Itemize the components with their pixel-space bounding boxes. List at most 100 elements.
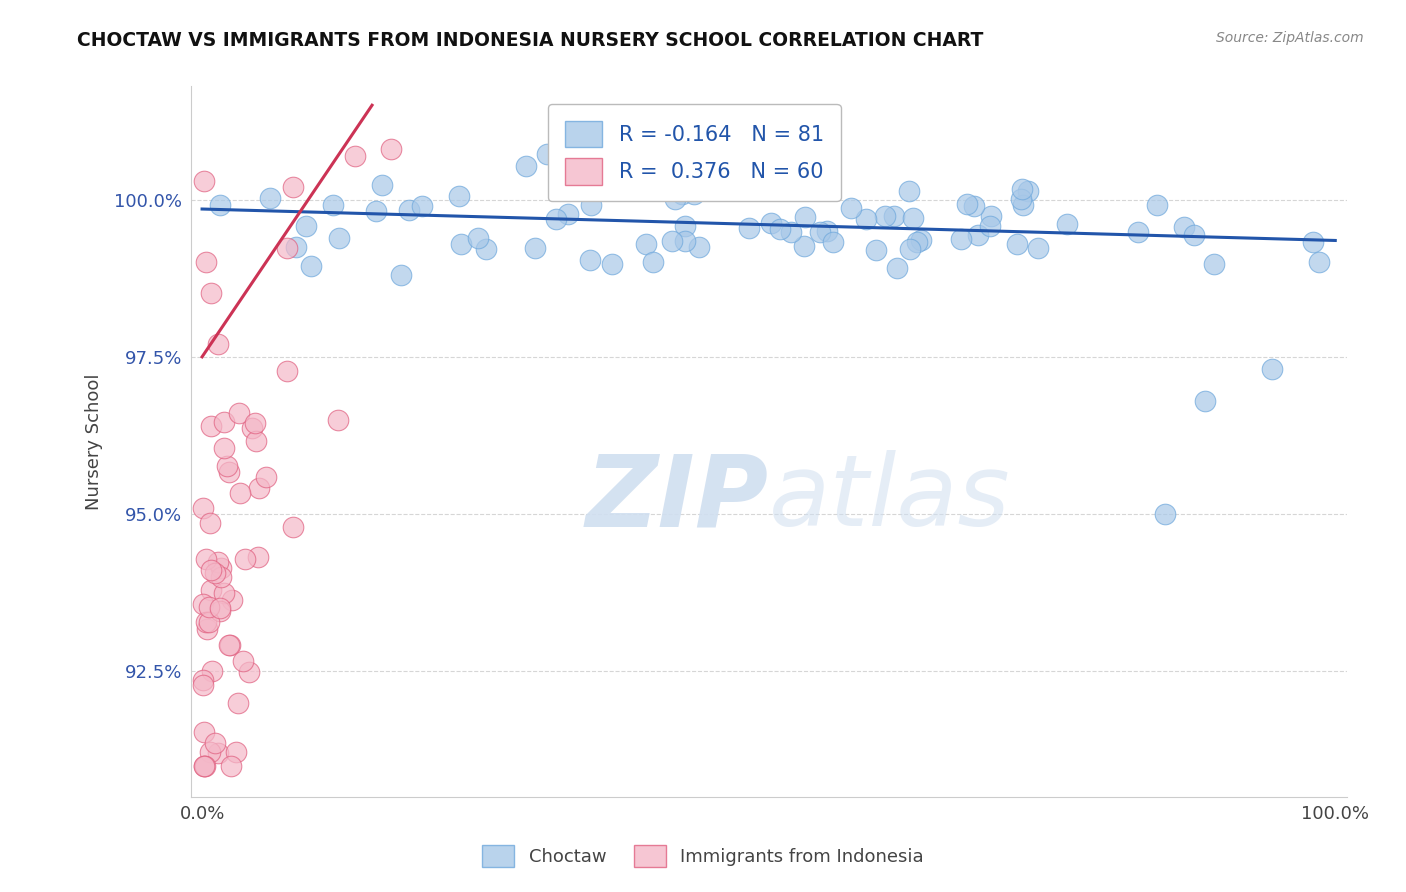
Point: [193, 758, 215, 772]
Point: [232, 654, 254, 668]
Point: [1010, 193, 1032, 207]
Point: [759, 217, 782, 231]
Point: [201, 665, 224, 679]
Point: [193, 724, 215, 739]
Point: [536, 146, 558, 161]
Point: [221, 593, 243, 607]
Text: atlas: atlas: [769, 450, 1011, 547]
Point: [209, 570, 232, 584]
Point: [209, 601, 232, 615]
Point: [679, 154, 702, 169]
Point: [209, 198, 232, 212]
Point: [682, 187, 704, 202]
Text: ZIP: ZIP: [586, 450, 769, 547]
Point: [254, 470, 277, 484]
Point: [1302, 235, 1324, 249]
Point: [209, 604, 232, 618]
Point: [553, 169, 575, 183]
Point: [1204, 257, 1226, 271]
Point: [212, 415, 235, 429]
Point: [198, 516, 221, 531]
Point: [194, 758, 217, 772]
Point: [769, 222, 792, 236]
Point: [225, 745, 247, 759]
Point: [198, 615, 221, 630]
Point: [855, 211, 877, 226]
Point: [671, 186, 693, 201]
Point: [247, 550, 270, 565]
Point: [226, 697, 249, 711]
Point: [238, 665, 260, 679]
Point: [200, 563, 222, 577]
Point: [449, 189, 471, 203]
Point: [200, 419, 222, 434]
Point: [557, 207, 579, 221]
Point: [200, 286, 222, 301]
Point: [636, 236, 658, 251]
Point: [243, 416, 266, 430]
Point: [299, 259, 322, 273]
Point: [979, 219, 1001, 234]
Point: [1011, 182, 1033, 196]
Point: [193, 673, 215, 688]
Point: [328, 231, 350, 245]
Point: [688, 239, 710, 253]
Point: [204, 566, 226, 581]
Point: [195, 615, 218, 630]
Point: [247, 481, 270, 495]
Point: [673, 235, 696, 249]
Point: [214, 441, 236, 455]
Point: [219, 638, 242, 652]
Point: [898, 184, 921, 198]
Point: [326, 413, 349, 427]
Point: [411, 198, 433, 212]
Point: [285, 240, 308, 254]
Point: [219, 758, 242, 772]
Point: [228, 486, 250, 500]
Point: [193, 678, 215, 692]
Point: [550, 169, 572, 184]
Legend: Choctaw, Immigrants from Indonesia: Choctaw, Immigrants from Indonesia: [475, 838, 931, 874]
Point: [955, 196, 977, 211]
Point: [815, 225, 838, 239]
Point: [1153, 507, 1175, 521]
Point: [259, 191, 281, 205]
Point: [905, 235, 928, 249]
Point: [193, 758, 215, 772]
Point: [579, 252, 602, 267]
Point: [218, 638, 240, 652]
Point: [735, 172, 758, 186]
Point: [600, 257, 623, 271]
Point: [194, 552, 217, 566]
Point: [949, 232, 972, 246]
Point: [1173, 219, 1195, 234]
Point: [643, 255, 665, 269]
Point: [664, 192, 686, 206]
Point: [751, 177, 773, 191]
Point: [963, 199, 986, 213]
Point: [1012, 198, 1035, 212]
Point: [281, 519, 304, 533]
Y-axis label: Nursery School: Nursery School: [86, 374, 103, 510]
Point: [207, 555, 229, 569]
Point: [371, 178, 394, 192]
Text: Source: ZipAtlas.com: Source: ZipAtlas.com: [1216, 31, 1364, 45]
Point: [1261, 362, 1284, 376]
Point: [523, 241, 546, 255]
Point: [980, 209, 1002, 223]
Point: [883, 209, 905, 223]
Point: [198, 600, 221, 615]
Point: [1017, 184, 1039, 198]
Point: [380, 142, 402, 156]
Point: [467, 231, 489, 245]
Point: [910, 233, 932, 247]
Point: [475, 242, 498, 256]
Point: [821, 235, 844, 249]
Point: [276, 241, 298, 255]
Point: [1028, 241, 1050, 255]
Point: [283, 180, 305, 194]
Point: [779, 225, 801, 239]
Point: [276, 364, 298, 378]
Point: [450, 236, 472, 251]
Point: [195, 255, 218, 269]
